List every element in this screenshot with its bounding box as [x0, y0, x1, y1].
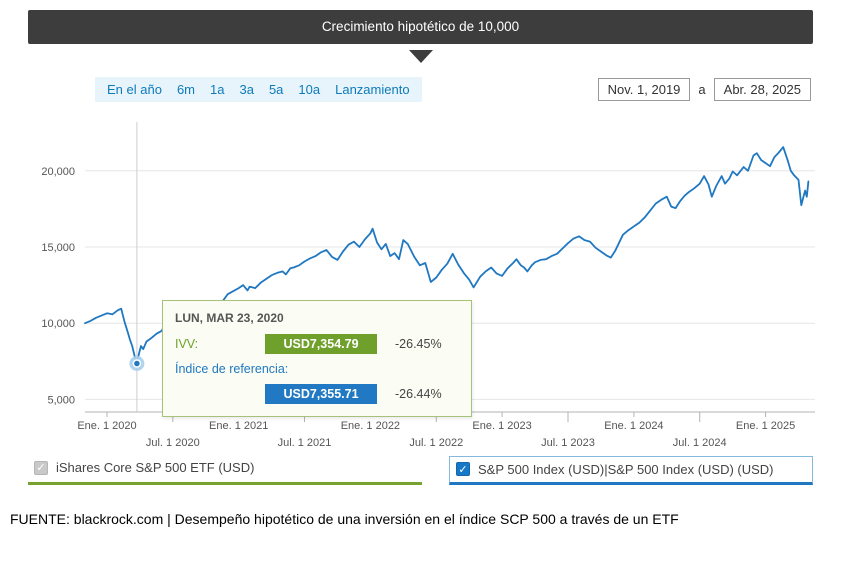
chart-toolbar: En el año 6m 1a 3a 5a 10a Lanzamiento No… [95, 77, 811, 102]
pointer-down-icon [408, 50, 433, 63]
legend-label-sp500-index: S&P 500 Index (USD)|S&P 500 Index (USD) … [478, 461, 774, 477]
svg-text:Jul. 1 2023: Jul. 1 2023 [541, 437, 595, 449]
svg-text:Ene. 1 2023: Ene. 1 2023 [472, 420, 531, 432]
svg-text:Ene. 1 2025: Ene. 1 2025 [736, 420, 795, 432]
svg-text:Ene. 1 2020: Ene. 1 2020 [77, 420, 136, 432]
chart-area: 5,000 10,000 15,000 20,000 Ene. 1 2020 Jul. 1… [10, 112, 830, 452]
range-tab-5a[interactable]: 5a [268, 82, 284, 97]
tooltip-values: IVV: USD7,354.79 -26.45% Índice de refer… [175, 334, 459, 404]
svg-text:5,000: 5,000 [47, 394, 75, 406]
legend-item-ishares-etf[interactable]: ✓ iShares Core S&P 500 ETF (USD) [28, 456, 422, 485]
date-separator: a [698, 82, 706, 97]
svg-text:15,000: 15,000 [41, 242, 75, 254]
svg-text:Jul. 1 2022: Jul. 1 2022 [409, 437, 463, 449]
tooltip-benchmark-value-badge: USD7,355.71 [265, 384, 377, 404]
svg-text:Jul. 1 2024: Jul. 1 2024 [673, 437, 727, 449]
svg-text:Ene. 1 2024: Ene. 1 2024 [604, 420, 663, 432]
svg-text:Jul. 1 2021: Jul. 1 2021 [278, 437, 332, 449]
date-to-input[interactable]: Abr. 28, 2025 [713, 78, 811, 101]
chart-title-bar: Crecimiento hipotético de 10,000 [28, 10, 813, 44]
tooltip-benchmark-change: -26.44% [395, 387, 442, 401]
date-range: Nov. 1, 2019 a Abr. 28, 2025 [597, 78, 811, 101]
svg-text:Ene. 1 2021: Ene. 1 2021 [209, 420, 268, 432]
range-tab-en-el-ano[interactable]: En el año [107, 82, 162, 97]
range-tab-lanzamiento[interactable]: Lanzamiento [335, 82, 410, 97]
chart-legend: ✓ iShares Core S&P 500 ETF (USD) ✓ S&P 5… [28, 456, 813, 485]
svg-text:Jul. 1 2020: Jul. 1 2020 [146, 437, 200, 449]
tooltip-ivv-change: -26.45% [395, 337, 442, 351]
checkbox-sp500-index[interactable]: ✓ [456, 462, 470, 476]
tooltip-ivv-value-badge: USD7,354.79 [265, 334, 377, 354]
svg-text:Ene. 1 2022: Ene. 1 2022 [341, 420, 400, 432]
date-from-input[interactable]: Nov. 1, 2019 [597, 78, 691, 101]
tooltip-date: LUN, MAR 23, 2020 [175, 311, 284, 325]
chart-tooltip: LUN, MAR 23, 2020 IVV: USD7,354.79 -26.4… [162, 300, 472, 417]
svg-text:10,000: 10,000 [41, 318, 75, 330]
range-tab-1a[interactable]: 1a [210, 82, 225, 97]
range-tab-3a[interactable]: 3a [239, 82, 254, 97]
range-tab-6m[interactable]: 6m [176, 82, 195, 97]
page-title: Crecimiento hipotético de 10,000 [321, 19, 520, 34]
range-tabs: En el año 6m 1a 3a 5a 10a Lanzamiento [95, 77, 422, 102]
legend-item-sp500-index[interactable]: ✓ S&P 500 Index (USD)|S&P 500 Index (USD… [449, 456, 813, 485]
legend-label-ishares-etf: iShares Core S&P 500 ETF (USD) [56, 460, 255, 475]
checkbox-ishares-etf[interactable]: ✓ [34, 460, 48, 475]
svg-text:20,000: 20,000 [41, 166, 75, 178]
range-tab-10a[interactable]: 10a [298, 82, 321, 97]
tooltip-ivv-label: IVV: [175, 337, 199, 351]
chart-widget: Crecimiento hipotético de 10,000 En el a… [0, 10, 841, 561]
source-caption: FUENTE: blackrock.com | Desempeño hipoté… [10, 511, 679, 527]
tooltip-benchmark-label: Índice de referencia: [175, 362, 289, 376]
